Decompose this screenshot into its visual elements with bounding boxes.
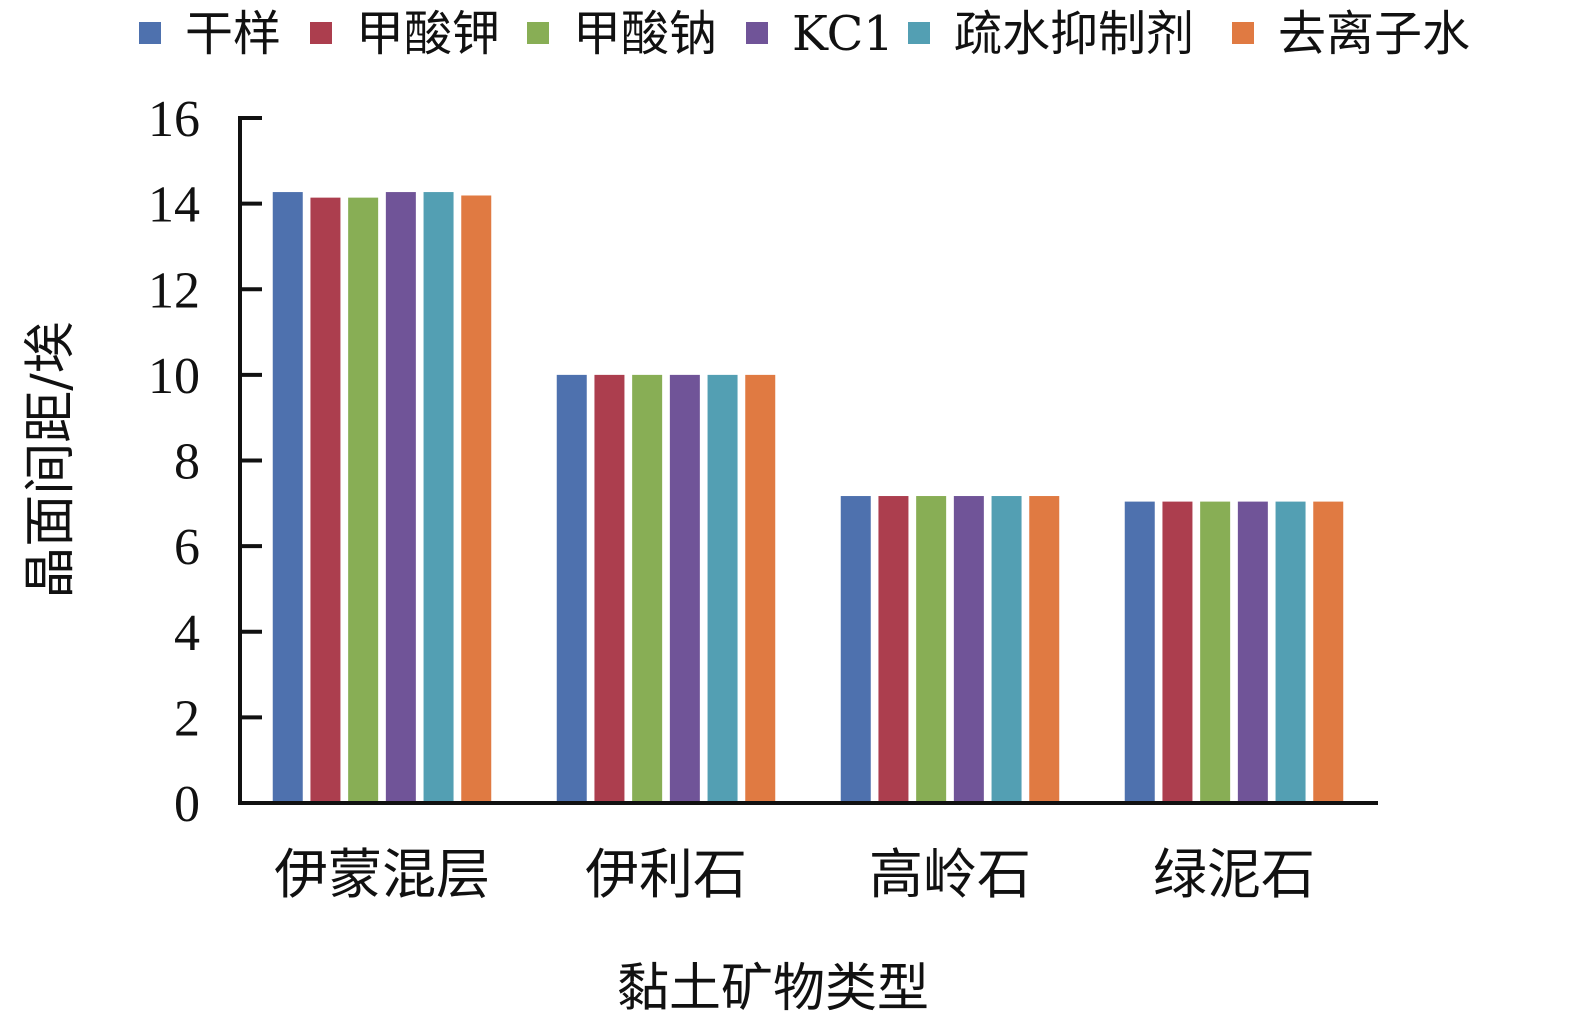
bar xyxy=(348,197,379,804)
legend-label: KC1 xyxy=(792,6,894,62)
legend-swatch xyxy=(527,22,549,44)
legend-swatch xyxy=(1232,22,1254,44)
y-tick-label: 0 xyxy=(174,776,200,833)
chart-legend: 干样 甲酸钾 甲酸钠 KC1 疏水抑制剂 去离子水 xyxy=(139,6,1470,62)
bar xyxy=(1313,501,1344,803)
y-tick-label: 6 xyxy=(174,519,200,576)
bar xyxy=(878,496,909,803)
x-category-label: 伊蒙混层 xyxy=(274,843,490,906)
legend-label: 去离子水 xyxy=(1278,6,1470,62)
y-tick-label: 10 xyxy=(148,348,200,405)
bar xyxy=(1200,501,1231,803)
bar xyxy=(1124,501,1155,803)
bar xyxy=(1275,501,1306,803)
legend-swatch xyxy=(908,22,930,44)
bar xyxy=(707,374,738,803)
y-tick-label: 12 xyxy=(148,262,200,319)
bar xyxy=(840,496,871,803)
y-axis-title: 晶面间距/埃 xyxy=(21,321,81,599)
y-tick-label: 8 xyxy=(174,434,200,491)
bar xyxy=(385,192,416,804)
bar xyxy=(745,374,776,803)
x-axis-title: 黏土矿物类型 xyxy=(617,959,929,1019)
bar xyxy=(594,374,625,803)
legend-swatch xyxy=(746,22,768,44)
bar xyxy=(1029,496,1060,803)
y-tick-label: 14 xyxy=(148,177,200,234)
y-tick-label: 4 xyxy=(174,605,200,662)
x-axis: 伊蒙混层 伊利石 高岭石 绿泥石 xyxy=(238,801,1378,906)
y-tick-label: 2 xyxy=(174,690,200,747)
legend-swatch xyxy=(139,22,161,44)
bar xyxy=(1237,501,1268,803)
legend-label: 甲酸钾 xyxy=(356,6,500,62)
x-category-label: 绿泥石 xyxy=(1153,843,1315,906)
bar xyxy=(953,496,984,803)
legend-label: 甲酸钠 xyxy=(573,6,717,62)
legend-swatch xyxy=(310,22,332,44)
bar xyxy=(1162,501,1193,803)
legend-label: 干样 xyxy=(185,6,281,62)
y-axis: 0 2 4 6 8 10 12 14 16 xyxy=(148,91,262,833)
bar xyxy=(916,496,947,803)
bar xyxy=(272,192,303,804)
bar xyxy=(669,374,700,803)
bar xyxy=(991,496,1022,803)
bar xyxy=(556,374,587,803)
y-tick-label: 16 xyxy=(148,91,200,148)
chart-bars xyxy=(272,192,1344,804)
x-category-label: 高岭石 xyxy=(869,843,1031,906)
bar xyxy=(310,197,341,804)
bar xyxy=(423,192,454,804)
x-category-label: 伊利石 xyxy=(585,843,747,906)
legend-label: 疏水抑制剂 xyxy=(954,6,1194,62)
bar xyxy=(632,374,663,803)
bar xyxy=(461,195,492,804)
